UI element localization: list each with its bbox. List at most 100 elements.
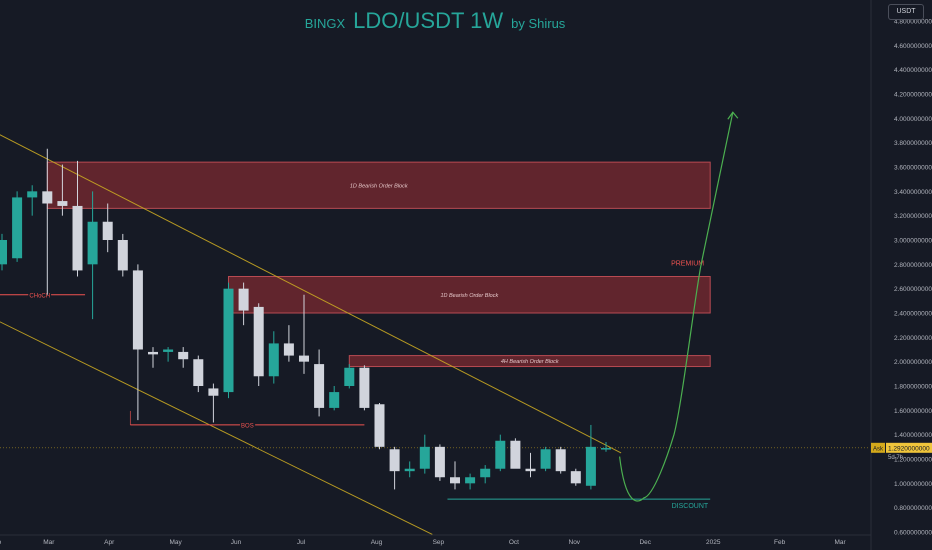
countdown-label: 5d 7h [888, 455, 903, 461]
candle-body [359, 367, 370, 408]
candle-body [495, 440, 506, 469]
title-symbol: LDO/USDT 1W [353, 8, 504, 33]
candle-body [465, 477, 476, 484]
y-tick-label: 1.4000000000 [894, 432, 932, 439]
order-block-label-1: 1D Bearish Order Block [350, 183, 408, 189]
x-tick-label: Mar [43, 539, 55, 546]
x-tick-label: Feb [774, 539, 786, 546]
candle-body [525, 468, 536, 472]
order-block-label-3: 4H Bearish Order Block [501, 359, 559, 365]
candle-body [329, 392, 340, 408]
title-exchange: BINGX [304, 16, 346, 31]
candle-body [238, 288, 249, 311]
candle-body [434, 446, 445, 478]
y-tick-label: 3.8000000000 [894, 140, 932, 147]
candle-body [450, 477, 460, 484]
y-tick-label: 3.0000000000 [894, 238, 932, 245]
candle-body [12, 197, 23, 259]
order-block-zone-1 [46, 161, 711, 209]
price-axis [871, 0, 932, 550]
x-tick-label: Mar [834, 539, 846, 546]
ask-tag [871, 442, 885, 453]
candle-body [389, 449, 400, 472]
candle-body [314, 364, 325, 408]
candle-body [570, 471, 581, 484]
x-tick-label: Apr [104, 539, 115, 546]
x-tick-label: Jul [297, 539, 306, 546]
channel-line-1 [0, 134, 622, 454]
candle-body [419, 446, 430, 469]
candle-body [57, 201, 68, 206]
candle-body [87, 221, 98, 265]
candle-body [480, 468, 491, 478]
y-tick-label: 1.2000000000 [894, 457, 932, 464]
x-tick-label: May [170, 539, 183, 546]
candle-body [178, 351, 189, 360]
projection-arrowhead [727, 111, 739, 120]
candle-body [27, 191, 38, 198]
candle-body [283, 343, 294, 356]
y-tick-label: 2.4000000000 [894, 311, 932, 318]
candle-body [344, 367, 355, 386]
candle-body [510, 440, 521, 469]
y-tick-label: 0.6000000000 [894, 530, 932, 537]
candle-body [42, 191, 53, 204]
y-tick-label: 4.2000000000 [894, 92, 932, 99]
x-tick-label: Jun [231, 539, 242, 546]
y-tick-label: 1.6000000000 [894, 408, 932, 415]
candle-body [404, 468, 415, 472]
candle-body [163, 349, 174, 352]
candle-body [0, 240, 7, 265]
candle-body [72, 205, 83, 271]
candle-body [117, 240, 128, 271]
x-tick-label: eb [0, 539, 1, 546]
candle-body [208, 388, 219, 396]
candle-body [540, 449, 551, 469]
level-label-bos: BOS [241, 423, 254, 429]
y-tick-label: 4.4000000000 [894, 67, 932, 74]
candle-body [253, 306, 264, 377]
y-tick-label: 2.0000000000 [894, 359, 932, 366]
price-tag [886, 442, 932, 453]
candle-body [132, 270, 143, 350]
candle-body [555, 449, 566, 472]
level-label-discount: DISCOUNT [672, 503, 709, 510]
candle-body [148, 351, 158, 355]
unit-badge[interactable]: USDT [888, 4, 924, 20]
level-label-choch: CHoCH [29, 293, 50, 299]
order-block-label-2: 1D Bearish Order Block [440, 293, 498, 299]
candle-body [268, 343, 279, 377]
premium-label: PREMIUM [671, 261, 704, 268]
order-block-zone-2 [228, 276, 711, 314]
y-tick-label: 3.4000000000 [894, 189, 932, 196]
projection-path [618, 112, 734, 502]
x-tick-label: Aug [371, 539, 383, 546]
y-tick-label: 2.6000000000 [894, 286, 932, 293]
x-tick-label: Sep [433, 539, 445, 546]
x-tick-label: 2025 [706, 539, 721, 546]
candle-body [193, 359, 204, 386]
candle-body [585, 446, 596, 486]
candle-body [299, 355, 309, 362]
y-tick-label: 0.8000000000 [894, 505, 932, 512]
candle-body [601, 448, 611, 450]
ask-tag-label: Ask [873, 446, 884, 452]
candle-body [102, 221, 113, 240]
x-tick-label: Nov [569, 539, 581, 546]
y-tick-label: 3.2000000000 [894, 213, 932, 220]
price-tag-label: 1.2920000000 [888, 445, 930, 452]
y-tick-label: 1.0000000000 [894, 481, 932, 488]
order-block-zone-3 [348, 355, 711, 368]
y-tick-label: 3.6000000000 [894, 165, 932, 172]
y-tick-label: 4.0000000000 [894, 116, 932, 123]
candle-body [374, 404, 385, 447]
chart-title: BINGX LDO/USDT 1W by Shirus [0, 8, 870, 34]
y-tick-label: 4.6000000000 [894, 43, 932, 50]
y-tick-label: 2.2000000000 [894, 335, 932, 342]
y-tick-label: 1.8000000000 [894, 384, 932, 391]
title-author: by Shirus [511, 16, 566, 31]
candle-body [223, 288, 234, 393]
x-tick-label: Dec [639, 539, 651, 546]
y-tick-label: 4.8000000000 [894, 19, 932, 26]
